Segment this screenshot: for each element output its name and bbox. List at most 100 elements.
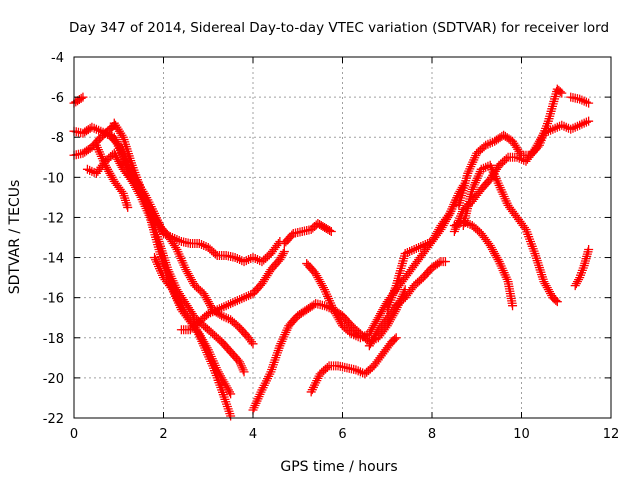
data-point [476, 164, 486, 174]
data-point [278, 249, 288, 259]
data-point [120, 137, 130, 147]
data-point [540, 279, 550, 289]
data-points [69, 84, 594, 421]
data-point [203, 297, 213, 307]
series-track [458, 160, 562, 307]
data-point [238, 365, 248, 375]
data-point [508, 301, 518, 311]
data-point [493, 178, 503, 188]
data-point [469, 180, 479, 190]
data-point [235, 357, 245, 367]
data-point [199, 241, 209, 251]
data-point [221, 397, 231, 407]
data-point [429, 233, 439, 242]
data-point [153, 259, 163, 269]
data-point [552, 297, 562, 307]
data-point [205, 349, 215, 359]
x-tick-label: 8 [428, 427, 436, 442]
data-point [334, 315, 344, 325]
data-point [467, 159, 477, 169]
data-point [532, 256, 542, 266]
x-tick-label: 2 [159, 427, 167, 442]
y-tick-label: -20 [43, 372, 64, 387]
data-point [259, 380, 269, 390]
data-point [155, 264, 165, 274]
series-track [382, 188, 464, 315]
y-tick-label: -16 [43, 292, 64, 307]
data-point [230, 297, 240, 307]
data-point [579, 118, 589, 128]
data-point [110, 150, 120, 160]
data-point [97, 154, 107, 164]
data-point [168, 287, 178, 297]
data-point [497, 187, 507, 197]
data-point [250, 401, 260, 411]
data-point [310, 380, 320, 390]
data-point [373, 313, 383, 323]
data-point [277, 336, 287, 346]
data-point [332, 311, 342, 321]
data-point [313, 373, 323, 383]
data-point [228, 298, 238, 308]
x-axis-label: GPS time / hours [280, 459, 397, 475]
data-point [326, 226, 336, 236]
data-point [311, 378, 321, 388]
y-tick-label: -10 [43, 171, 64, 186]
data-point [282, 325, 292, 335]
data-point [203, 309, 213, 319]
data-point [490, 171, 500, 181]
data-point [471, 175, 481, 185]
data-point [139, 194, 149, 204]
x-tick-label: 0 [70, 427, 78, 442]
data-point [235, 359, 245, 369]
data-point [232, 254, 242, 264]
data-point [174, 236, 184, 246]
data-point [500, 194, 510, 204]
data-point [372, 315, 382, 325]
data-point [501, 272, 511, 282]
data-point [106, 170, 116, 180]
data-point [446, 206, 456, 216]
data-point [123, 202, 133, 212]
data-point [145, 204, 155, 214]
data-point [156, 266, 166, 276]
data-point [331, 309, 341, 319]
data-point [146, 206, 156, 216]
data-point [478, 163, 488, 173]
data-point [121, 198, 131, 208]
data-point [113, 154, 123, 164]
data-point [225, 409, 235, 419]
data-point [194, 239, 204, 249]
data-point [209, 358, 219, 368]
data-point [402, 248, 412, 258]
data-point [107, 172, 117, 182]
data-point [370, 319, 380, 329]
series-track [364, 257, 450, 351]
data-point [570, 122, 580, 132]
data-point [496, 261, 506, 271]
data-point [584, 245, 594, 255]
series-track [454, 84, 567, 210]
data-point [200, 339, 210, 349]
data-point [501, 154, 511, 164]
data-point [159, 259, 168, 269]
data-point [572, 121, 582, 131]
data-point [219, 312, 229, 322]
data-point [312, 376, 322, 386]
data-point [414, 243, 424, 253]
data-point [226, 411, 236, 421]
data-point [280, 330, 290, 340]
data-point [105, 130, 115, 140]
data-point [91, 140, 101, 150]
data-point [260, 378, 270, 388]
data-point [490, 249, 500, 259]
data-point [420, 240, 430, 250]
data-point [568, 123, 578, 133]
data-point [464, 166, 474, 176]
y-tick-label: -22 [43, 412, 64, 427]
series-track [566, 92, 594, 108]
data-point [570, 281, 580, 291]
data-point [200, 291, 210, 301]
data-point [235, 295, 245, 305]
data-point [543, 285, 553, 295]
